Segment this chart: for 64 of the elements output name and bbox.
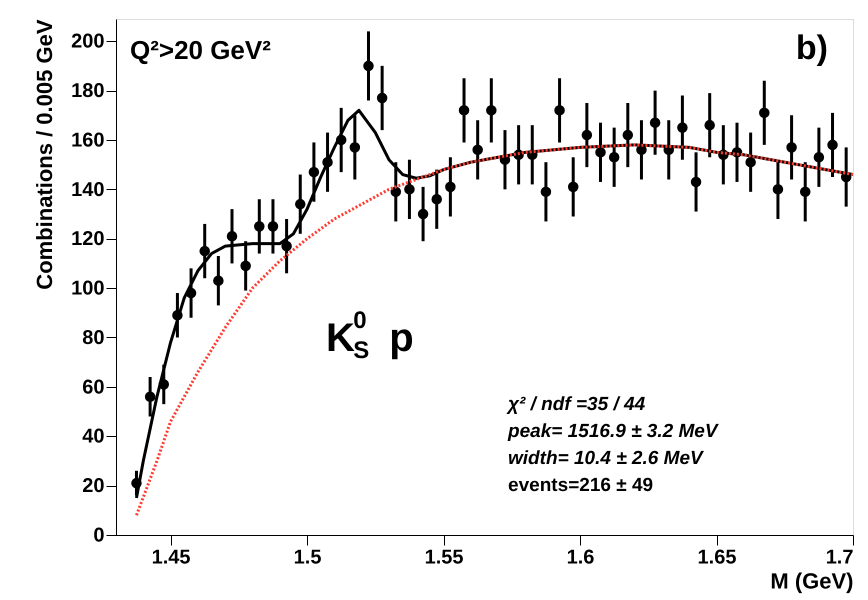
point — [213, 275, 224, 286]
point — [404, 184, 415, 195]
annotation: width= 10.4 ± 2.6 MeV — [508, 448, 704, 469]
point — [254, 221, 265, 232]
point — [554, 105, 565, 116]
annotation: b) — [796, 29, 828, 67]
point — [759, 108, 770, 118]
annotation: events=216 ± 49 — [508, 475, 654, 496]
y-tick-label: 20 — [82, 475, 104, 498]
y-tick-label: 0 — [93, 524, 104, 546]
point — [827, 140, 838, 150]
x-tick-label: 1.65 — [698, 546, 736, 568]
x-tick-label: 1.6 — [566, 546, 594, 568]
point — [704, 120, 715, 130]
point — [568, 182, 578, 192]
annotation: χ² / ndf =35 / 44 — [506, 394, 646, 415]
point — [677, 122, 688, 133]
y-axis-title: Combinations / 0.005 GeV — [32, 19, 58, 290]
point — [295, 198, 306, 210]
y-tick-label: 80 — [82, 326, 104, 349]
y-tick-label: 180 — [71, 80, 104, 102]
point — [650, 117, 660, 128]
point — [814, 152, 824, 162]
x-tick-label: 1.55 — [424, 546, 464, 568]
point — [486, 105, 497, 116]
annotation: peak= 1516.9 ± 3.2 MeV — [507, 421, 719, 442]
y-tick-label: 60 — [82, 376, 104, 398]
point — [472, 144, 483, 156]
point — [745, 156, 756, 168]
point — [418, 208, 428, 220]
x-tick-label: 1.5 — [294, 546, 322, 568]
point — [350, 142, 360, 153]
x-tick-label: 1.7 — [826, 546, 854, 568]
y-tick-label: 140 — [71, 178, 104, 201]
point — [458, 105, 470, 116]
y-tick-label: 200 — [71, 30, 104, 53]
point — [199, 246, 210, 256]
point — [240, 260, 251, 272]
point — [363, 60, 374, 72]
point — [431, 194, 442, 204]
point — [308, 166, 320, 178]
point — [540, 186, 552, 198]
point — [690, 176, 702, 188]
point — [226, 231, 238, 242]
point — [800, 186, 810, 198]
point — [772, 184, 784, 195]
y-tick-label: 40 — [82, 426, 104, 448]
x-axis-title: M (GeV) — [770, 568, 854, 594]
x-tick-label: 1.45 — [152, 546, 191, 568]
point — [445, 182, 456, 192]
point — [786, 142, 797, 153]
point — [390, 186, 402, 198]
y-tick-label: 160 — [71, 129, 104, 152]
point — [622, 130, 634, 140]
point — [281, 240, 292, 252]
point — [376, 92, 388, 104]
y-tick-label: 120 — [71, 228, 104, 250]
point — [268, 221, 278, 232]
point — [595, 147, 606, 158]
point — [582, 130, 592, 140]
y-tick-label: 100 — [71, 278, 104, 300]
point — [608, 152, 620, 162]
annotation: Q²>20 GeV² — [130, 35, 272, 65]
point — [144, 392, 156, 402]
